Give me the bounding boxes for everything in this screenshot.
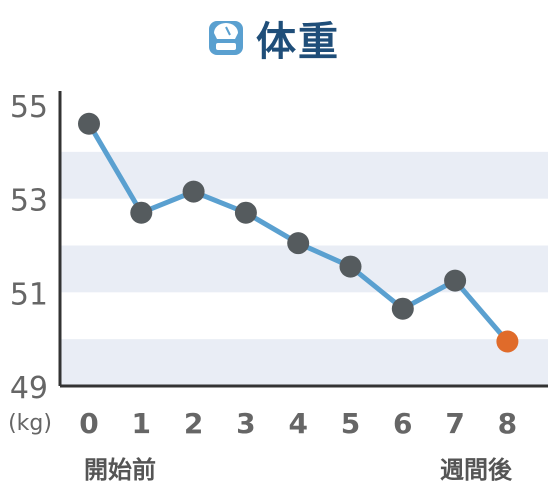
x-tick-label: 7	[445, 407, 464, 440]
data-point	[78, 112, 100, 135]
x-tick-label: 6	[393, 407, 412, 440]
chart-title-group: 体重	[0, 8, 548, 68]
axes	[58, 91, 548, 388]
data-point	[391, 297, 414, 320]
band	[60, 245, 548, 293]
band	[60, 151, 548, 199]
tick-labels: 49 51 53 55 (kg) 0 1 2 3 4 5 6 7 8	[8, 90, 517, 440]
data-point	[234, 201, 257, 224]
x-tick-label: 1	[132, 407, 151, 440]
y-tick-label: 53	[10, 184, 48, 219]
background-bands	[60, 151, 548, 386]
data-point	[444, 269, 467, 292]
y-tick-label: 51	[10, 277, 48, 312]
x-tick-label: 4	[288, 407, 307, 440]
x-tick-label: 5	[341, 407, 360, 440]
x-tick-label: 8	[498, 407, 517, 440]
data-point	[182, 180, 205, 203]
x-tick-label: 0	[79, 407, 98, 440]
x-tick-label: 2	[184, 407, 203, 440]
y-axis-unit: (kg)	[8, 411, 52, 436]
y-tick-label: 55	[10, 90, 48, 125]
scale-icon	[208, 19, 244, 57]
x-tick-label: 3	[236, 407, 255, 440]
series	[78, 112, 519, 353]
x-axis-start-label: 開始前	[84, 456, 156, 484]
data-point	[339, 255, 362, 278]
final-data-point	[496, 330, 519, 353]
data-point	[287, 232, 310, 255]
y-tick-label: 49	[10, 371, 48, 406]
x-axis-end-label: 週間後	[440, 456, 512, 484]
data-point	[130, 201, 153, 224]
chart-title: 体重	[256, 19, 340, 65]
band	[60, 339, 548, 386]
